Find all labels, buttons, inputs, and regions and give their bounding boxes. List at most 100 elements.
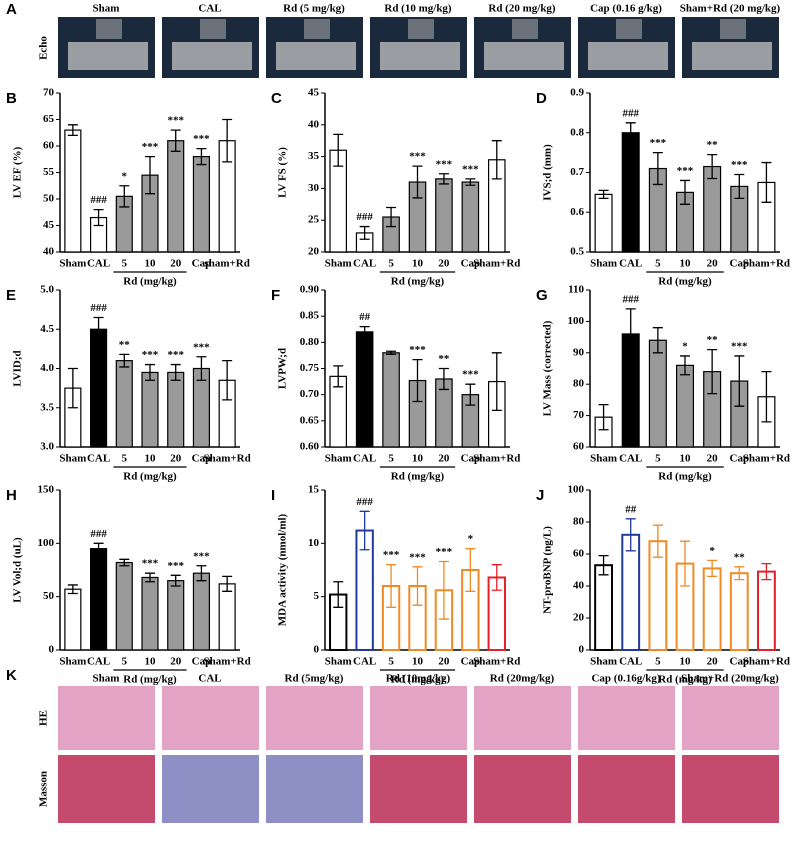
error-bar — [145, 572, 155, 583]
bar — [729, 572, 749, 652]
error-bar — [67, 367, 78, 409]
x-tick-label: Sham — [325, 656, 352, 668]
error-bar — [412, 165, 423, 199]
error-bar — [438, 367, 449, 391]
y-tick-label: 0.5 — [570, 246, 584, 258]
he-image — [682, 686, 779, 750]
error-bar — [196, 565, 207, 582]
x-tick-label: 5 — [122, 453, 128, 465]
y-tick-label: 0.65 — [300, 414, 320, 426]
error-bar — [196, 148, 207, 166]
row-label: Masson — [38, 771, 50, 807]
masson-image — [266, 755, 363, 823]
he-image — [578, 686, 675, 750]
group-label: Rd (mg/kg) — [391, 276, 445, 288]
bar — [64, 588, 82, 651]
bar — [703, 165, 722, 253]
bar — [648, 339, 667, 448]
significance-label: *** — [167, 115, 184, 127]
significance-label: ### — [90, 528, 107, 540]
echo-view — [304, 19, 330, 39]
x-tick-label: 10 — [680, 258, 692, 270]
error-bar — [359, 510, 370, 551]
x-tick-label: Sham+Rd — [473, 453, 520, 465]
x-tick-label: 5 — [655, 453, 661, 465]
error-bar — [222, 360, 233, 401]
significance-label: *** — [409, 551, 426, 563]
bar — [757, 570, 776, 651]
error-bar — [119, 353, 130, 368]
y-tick-label: 30 — [308, 182, 320, 194]
significance-label: *** — [650, 137, 667, 149]
panel-letter: B — [6, 90, 17, 107]
y-axis-label: NT-proBNP (ng/L) — [542, 526, 554, 614]
significance-label: *** — [167, 349, 184, 361]
error-bar — [222, 575, 233, 592]
bar — [115, 561, 133, 651]
x-tick-label: 20 — [707, 656, 719, 668]
y-tick-label: 55 — [43, 166, 55, 178]
y-tick-label: 60 — [573, 441, 585, 453]
x-tick-label: Sham — [590, 656, 617, 668]
x-tick-label: 5 — [655, 656, 661, 668]
x-tick-label: CAL — [353, 453, 376, 465]
column-title: Cap (0.16 g/kg) — [590, 3, 662, 15]
y-tick-label: 0.60 — [300, 441, 320, 453]
error-bar — [196, 356, 207, 381]
y-axis-label: LV FS (%) — [277, 147, 289, 198]
y-tick-label: 70 — [43, 87, 55, 99]
bar — [435, 178, 453, 253]
echo-mmode — [692, 42, 772, 70]
error-bar — [170, 363, 181, 381]
error-bar — [333, 133, 344, 167]
error-bar — [761, 161, 772, 203]
significance-label: * — [709, 545, 715, 557]
y-tick-label: 50 — [43, 590, 55, 602]
x-tick-label: Sham — [59, 453, 86, 465]
group-label: Rd (mg/kg) — [658, 674, 712, 686]
panel-letter: J — [536, 487, 544, 504]
panel-letter: K — [6, 667, 17, 684]
x-tick-label: Sham+Rd — [204, 656, 251, 668]
y-tick-label: 4.5 — [40, 323, 54, 335]
he-image — [370, 686, 467, 750]
y-tick-label: 5.0 — [40, 284, 54, 296]
panel-letter: E — [6, 287, 16, 304]
column-title: Rd (10 mg/kg) — [384, 3, 452, 15]
error-bar — [119, 558, 130, 567]
column-title: Rd (20mg/kg) — [490, 673, 555, 685]
y-tick-label: 20 — [308, 246, 320, 258]
he-image — [474, 686, 571, 750]
masson-image — [58, 755, 155, 823]
x-tick-label: CAL — [619, 258, 642, 270]
x-tick-label: Sham — [59, 656, 86, 668]
significance-label: ** — [438, 353, 450, 365]
error-bar — [680, 540, 690, 587]
bar — [115, 360, 133, 448]
panel-letter: H — [6, 487, 17, 504]
error-bar — [598, 554, 609, 576]
error-bar — [386, 206, 397, 228]
significance-label: ** — [119, 339, 131, 351]
panel-letter: C — [271, 90, 282, 107]
error-bar — [707, 349, 718, 395]
column-title: Rd (5mg/kg) — [285, 673, 344, 685]
y-tick-label: 0.9 — [570, 87, 584, 99]
column-title: Cap (0.16g/kg) — [591, 673, 660, 685]
y-axis-label: LV EF (%) — [12, 146, 24, 198]
bar — [192, 156, 210, 253]
x-tick-label: Sham+Rd — [473, 656, 520, 668]
y-tick-label: 5 — [314, 590, 320, 602]
y-tick-label: 0.7 — [570, 166, 584, 178]
y-tick-label: 40 — [308, 118, 320, 130]
significance-label: * — [682, 340, 688, 352]
panel-letter: A — [6, 1, 17, 18]
bar — [594, 564, 613, 652]
error-bar — [598, 403, 609, 431]
error-bar — [761, 562, 772, 581]
echo-mmode — [68, 42, 148, 70]
x-tick-label: 10 — [680, 656, 692, 668]
y-tick-label: 25 — [308, 214, 320, 226]
y-tick-label: 0.90 — [300, 284, 320, 296]
